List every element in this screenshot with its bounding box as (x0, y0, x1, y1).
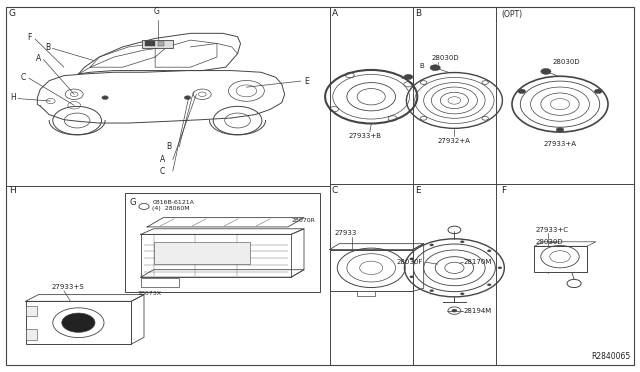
Text: C: C (332, 186, 338, 195)
Bar (26, 301, 131, 344)
Bar (534, 246, 587, 272)
Circle shape (62, 313, 95, 333)
Text: (OPT): (OPT) (501, 10, 522, 19)
Bar (142, 40, 173, 48)
Circle shape (460, 241, 464, 243)
Circle shape (518, 89, 525, 94)
Text: C: C (160, 167, 165, 176)
Text: B: B (415, 9, 422, 18)
Circle shape (430, 244, 434, 246)
Circle shape (487, 284, 491, 286)
Text: 28070R: 28070R (291, 218, 315, 223)
Bar (26, 329, 37, 340)
Circle shape (102, 96, 108, 100)
Text: 27933+A: 27933+A (543, 141, 577, 147)
Text: 27933+B: 27933+B (348, 133, 381, 139)
Text: E: E (415, 186, 421, 195)
Text: G: G (130, 198, 136, 207)
Circle shape (567, 279, 581, 288)
Circle shape (184, 96, 191, 100)
Bar (141, 278, 179, 287)
Bar (357, 291, 375, 296)
Text: 27933: 27933 (334, 230, 356, 236)
Circle shape (404, 74, 413, 80)
Text: 28073X: 28073X (138, 291, 161, 296)
Bar (145, 41, 155, 46)
Text: 28030D: 28030D (536, 239, 563, 245)
Text: A: A (36, 54, 41, 63)
Text: H: H (10, 93, 16, 102)
Circle shape (410, 276, 413, 278)
Circle shape (498, 267, 502, 269)
Bar (158, 41, 164, 46)
Circle shape (430, 289, 434, 292)
Circle shape (410, 258, 413, 260)
Circle shape (430, 65, 440, 71)
Bar (154, 242, 250, 264)
Text: 27932+A: 27932+A (438, 138, 471, 144)
Circle shape (595, 89, 602, 94)
Text: 28194M: 28194M (463, 308, 492, 314)
Circle shape (452, 309, 457, 312)
Text: B: B (419, 63, 424, 69)
Text: G: G (153, 7, 159, 16)
Text: F: F (27, 33, 31, 42)
Text: 0816B-6121A: 0816B-6121A (152, 200, 194, 205)
Text: 28030F: 28030F (397, 259, 423, 265)
Text: R2840065: R2840065 (591, 352, 630, 361)
Circle shape (487, 250, 491, 252)
Bar (125, 193, 320, 292)
Text: 27933+C: 27933+C (536, 227, 569, 232)
Text: F: F (501, 186, 506, 195)
Text: (4)  28060M: (4) 28060M (152, 206, 190, 211)
Text: B: B (45, 43, 50, 52)
Text: 27933+S: 27933+S (51, 284, 84, 290)
Bar (26, 306, 37, 316)
Circle shape (460, 293, 464, 295)
Text: 28170M: 28170M (464, 259, 492, 265)
Text: A: A (332, 9, 338, 18)
Text: 28030D: 28030D (432, 55, 460, 61)
Circle shape (556, 128, 564, 132)
Text: A: A (160, 155, 165, 164)
Circle shape (541, 68, 551, 74)
Text: H: H (9, 186, 16, 195)
Text: C: C (20, 73, 26, 81)
Text: 28030D: 28030D (552, 59, 580, 65)
Text: G: G (9, 9, 16, 18)
Text: B: B (166, 142, 172, 151)
Bar (330, 250, 413, 291)
Text: E: E (304, 77, 308, 86)
